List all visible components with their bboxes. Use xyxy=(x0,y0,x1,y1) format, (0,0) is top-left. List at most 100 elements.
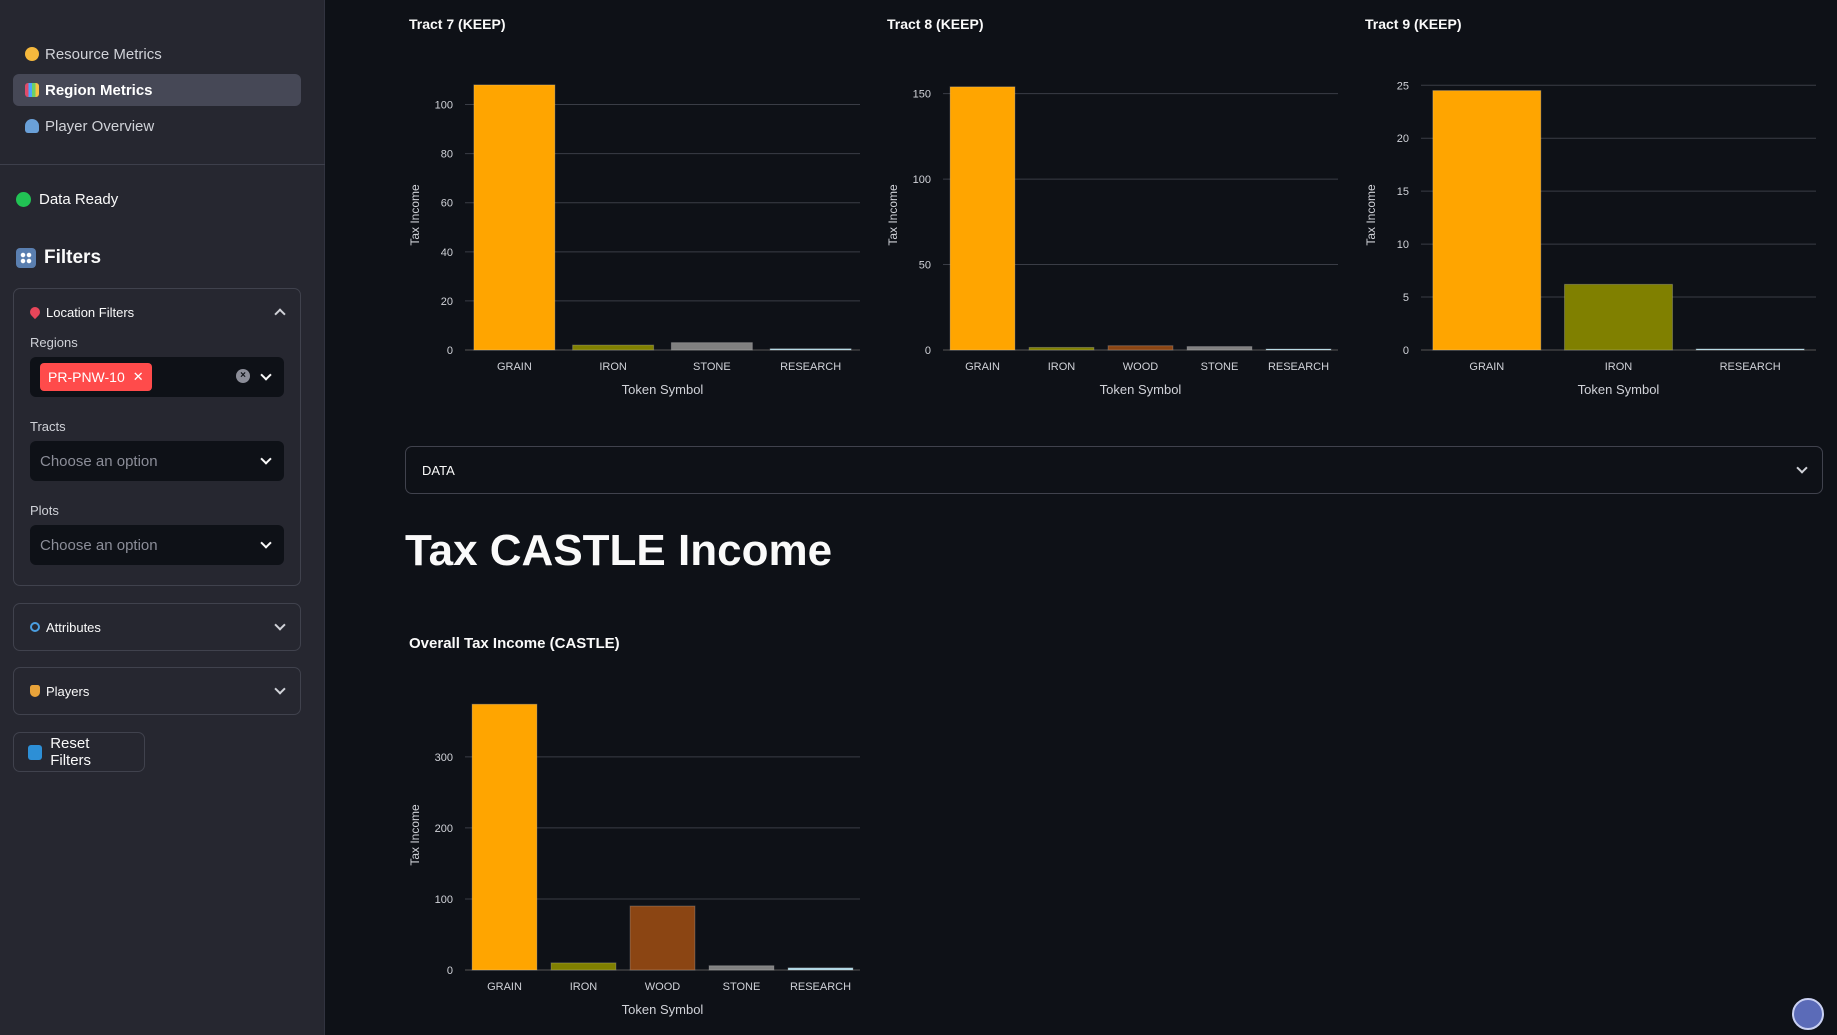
shield-icon xyxy=(30,685,40,697)
y-tick-label: 100 xyxy=(913,174,931,186)
attributes-header[interactable]: Attributes xyxy=(14,604,300,650)
nav-item-label: Player Overview xyxy=(45,117,155,135)
tracts-select[interactable]: Choose an option xyxy=(30,441,284,481)
tracts-placeholder: Choose an option xyxy=(40,452,158,470)
y-tick-label: 5 xyxy=(1403,292,1409,304)
x-tick-label: RESEARCH xyxy=(1268,361,1329,373)
chart-overall-castle: 0 100 200 300 GRAIN IRON WOOD STONE RESEARCH Toke… xyxy=(408,703,860,1017)
x-tick-label: RESEARCH xyxy=(790,981,851,993)
x-tick-label: IRON xyxy=(570,981,598,993)
chevron-down-icon xyxy=(260,453,272,465)
chart-title-tract-7: Tract 7 (KEEP) xyxy=(409,16,506,32)
y-tick-label: 80 xyxy=(441,149,453,161)
magnifier-icon xyxy=(30,622,40,632)
attributes-expander[interactable]: Attributes xyxy=(13,603,301,651)
region-tag: PR-PNW-10 ✕ xyxy=(40,363,152,391)
bar-iron xyxy=(572,344,655,351)
chevron-down-icon xyxy=(274,683,286,695)
location-filters-expander: Location Filters Regions PR-PNW-10 ✕ × T… xyxy=(13,288,301,586)
y-tick-label: 100 xyxy=(435,894,453,906)
x-tick-label: GRAIN xyxy=(487,981,522,993)
y-tick-label: 0 xyxy=(447,965,453,977)
pin-icon xyxy=(27,304,43,320)
remove-tag-icon[interactable]: ✕ xyxy=(132,369,144,384)
filters-title: Filters xyxy=(44,247,102,268)
y-tick-label: 300 xyxy=(435,752,453,764)
plots-select[interactable]: Choose an option xyxy=(30,525,284,565)
chevron-up-icon xyxy=(274,308,286,320)
y-tick-label: 15 xyxy=(1397,186,1409,198)
nav-item-label: Region Metrics xyxy=(45,81,153,99)
bar-iron xyxy=(550,962,617,971)
y-tick-label: 150 xyxy=(913,89,931,101)
bar-stone xyxy=(670,342,753,351)
data-expander[interactable]: DATA xyxy=(405,446,1823,494)
divider xyxy=(0,164,325,165)
chevron-down-icon[interactable] xyxy=(260,369,272,381)
bar-grain xyxy=(1432,90,1542,351)
x-tick-label: STONE xyxy=(693,361,731,373)
x-axis-label: Token Symbol xyxy=(1100,382,1182,397)
x-axis-label: Token Symbol xyxy=(1578,382,1660,397)
player-icon xyxy=(25,119,39,133)
clear-icon[interactable]: × xyxy=(236,369,250,383)
control-knobs-icon xyxy=(16,248,36,268)
x-axis-label: Token Symbol xyxy=(622,382,704,397)
nav-item-region-metrics[interactable]: Region Metrics xyxy=(13,74,301,106)
y-tick-label: 25 xyxy=(1397,80,1409,92)
regions-multiselect[interactable]: PR-PNW-10 ✕ × xyxy=(30,357,284,397)
data-expander-label: DATA xyxy=(422,462,455,478)
refresh-icon xyxy=(28,744,43,760)
y-axis-label: Tax Income xyxy=(408,184,422,246)
x-tick-label: RESEARCH xyxy=(1720,361,1781,373)
x-axis-label: Token Symbol xyxy=(622,1002,704,1017)
y-tick-label: 0 xyxy=(925,345,931,357)
tracts-label: Tracts xyxy=(30,419,66,434)
bar-wood xyxy=(629,905,696,971)
nav-item-resource-metrics[interactable]: Resource Metrics xyxy=(13,38,301,70)
attributes-title: Attributes xyxy=(46,619,101,635)
app-menu-avatar-button[interactable] xyxy=(1792,998,1824,1030)
bar-research xyxy=(769,348,852,351)
data-status: Data Ready xyxy=(16,191,118,208)
chart-title-tract-9: Tract 9 (KEEP) xyxy=(1365,16,1462,32)
y-tick-label: 40 xyxy=(441,247,453,259)
sidebar: Resource Metrics Region Metrics Player O… xyxy=(0,0,325,1035)
bar-research xyxy=(787,967,854,971)
region-tag-label: PR-PNW-10 xyxy=(48,369,125,385)
green-circle-icon xyxy=(16,192,31,207)
y-tick-label: 10 xyxy=(1397,239,1409,251)
x-tick-label: IRON xyxy=(599,361,627,373)
sidebar-nav: Resource Metrics Region Metrics Player O… xyxy=(13,38,301,146)
y-tick-label: 0 xyxy=(1403,345,1409,357)
bar-research xyxy=(1695,348,1805,351)
players-expander[interactable]: Players xyxy=(13,667,301,715)
x-tick-label: STONE xyxy=(1201,361,1239,373)
bar-wood xyxy=(1107,345,1174,351)
plots-label: Plots xyxy=(30,503,59,518)
x-tick-label: GRAIN xyxy=(965,361,1000,373)
y-tick-label: 0 xyxy=(447,345,453,357)
players-header[interactable]: Players xyxy=(14,668,300,714)
bar-grain xyxy=(471,703,538,971)
y-axis-label: Tax Income xyxy=(408,804,422,866)
y-tick-label: 20 xyxy=(441,296,453,308)
y-tick-label: 60 xyxy=(441,198,453,210)
coin-icon xyxy=(25,47,39,61)
reset-filters-label: Reset Filters xyxy=(50,735,92,769)
y-axis-label: Tax Income xyxy=(886,184,900,246)
plots-placeholder: Choose an option xyxy=(40,536,158,554)
nav-item-player-overview[interactable]: Player Overview xyxy=(13,110,301,142)
x-tick-label: IRON xyxy=(1048,361,1076,373)
x-tick-label: WOOD xyxy=(645,981,680,993)
location-filters-title: Location Filters xyxy=(46,304,135,320)
y-tick-label: 200 xyxy=(435,823,453,835)
location-filters-header[interactable]: Location Filters xyxy=(14,289,300,335)
y-tick-label: 20 xyxy=(1397,133,1409,145)
chart-tract-7: 0 20 40 60 80 100 GRAIN IRON STONE RESEARCH Token … xyxy=(408,84,860,397)
regions-label: Regions xyxy=(30,335,78,350)
x-tick-label: RESEARCH xyxy=(780,361,841,373)
bar-stone xyxy=(1186,346,1253,351)
reset-filters-button[interactable]: Reset Filters xyxy=(13,732,145,772)
x-tick-label: GRAIN xyxy=(497,361,532,373)
